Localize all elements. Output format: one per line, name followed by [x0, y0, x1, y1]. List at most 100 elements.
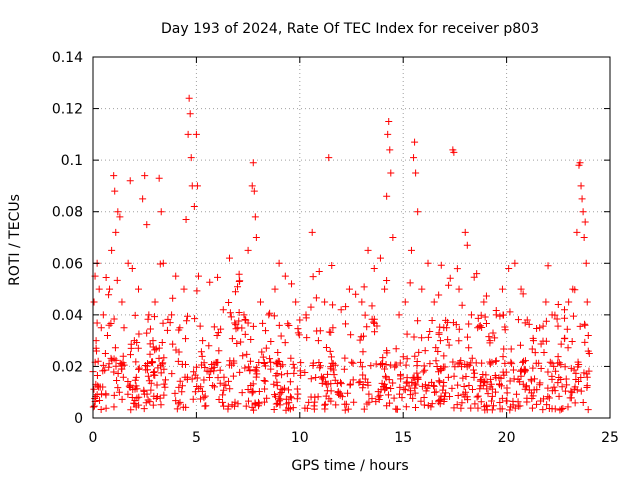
- data-point: [496, 405, 504, 413]
- data-point: [418, 382, 426, 390]
- data-point: [119, 373, 127, 381]
- data-point: [392, 405, 400, 413]
- x-tick-label: 15: [394, 430, 412, 446]
- data-point: [581, 320, 589, 328]
- data-point: [503, 397, 511, 405]
- data-point: [435, 377, 443, 385]
- data-point: [292, 298, 300, 306]
- data-point: [272, 372, 280, 380]
- data-point: [479, 371, 487, 379]
- data-point: [180, 285, 188, 293]
- data-point: [539, 337, 547, 345]
- data-point: [407, 246, 415, 254]
- data-point: [156, 260, 164, 268]
- data-point: [199, 337, 207, 345]
- data-point: [550, 362, 558, 370]
- data-point: [202, 402, 210, 410]
- data-point: [381, 365, 389, 373]
- data-point: [421, 366, 429, 374]
- data-point: [378, 360, 386, 368]
- data-point: [474, 314, 482, 322]
- data-point: [483, 385, 491, 393]
- data-point: [520, 365, 528, 373]
- data-point: [346, 381, 354, 389]
- data-point: [569, 312, 577, 320]
- data-point: [143, 329, 151, 337]
- data-point: [198, 352, 206, 360]
- data-point: [241, 364, 249, 372]
- data-point: [146, 325, 154, 333]
- data-point: [243, 350, 251, 358]
- data-point: [160, 391, 168, 399]
- data-point: [175, 383, 183, 391]
- data-point: [280, 384, 288, 392]
- data-point: [176, 398, 184, 406]
- data-point: [229, 372, 237, 380]
- data-point: [465, 381, 473, 389]
- data-point: [233, 340, 241, 348]
- data-point: [517, 366, 525, 374]
- data-point: [430, 298, 438, 306]
- data-point: [113, 376, 121, 384]
- data-point: [93, 372, 101, 380]
- data-point: [363, 400, 371, 408]
- data-point: [485, 333, 493, 341]
- data-point: [363, 323, 371, 331]
- data-point: [411, 138, 419, 146]
- data-point: [463, 333, 471, 341]
- data-point: [554, 353, 562, 361]
- data-point: [216, 379, 224, 387]
- data-point: [385, 117, 393, 125]
- data-point: [146, 350, 154, 358]
- data-point: [359, 381, 367, 389]
- grid: [93, 57, 610, 418]
- data-point: [274, 348, 282, 356]
- data-point: [371, 328, 379, 336]
- data-point: [336, 378, 344, 386]
- data-point: [257, 298, 265, 306]
- data-point: [453, 401, 461, 409]
- data-point: [342, 320, 350, 328]
- data-point: [113, 276, 121, 284]
- y-tick-label: 0.12: [52, 102, 83, 118]
- data-point: [293, 385, 301, 393]
- data-point: [162, 376, 170, 384]
- data-point: [153, 381, 161, 389]
- data-point: [496, 312, 504, 320]
- data-point: [235, 270, 243, 278]
- data-point: [554, 359, 562, 367]
- data-point: [349, 376, 357, 384]
- data-point: [436, 396, 444, 404]
- data-point: [508, 360, 516, 368]
- data-point: [446, 274, 454, 282]
- data-point: [414, 373, 422, 381]
- data-point: [533, 325, 541, 333]
- plot-frame: [92, 56, 611, 419]
- data-point: [228, 401, 236, 409]
- x-axis-label: GPS time / hours: [291, 458, 408, 474]
- data-point: [477, 398, 485, 406]
- data-point: [462, 388, 470, 396]
- data-point: [312, 373, 320, 381]
- data-point: [329, 324, 337, 332]
- data-point: [412, 381, 420, 389]
- data-point: [544, 384, 552, 392]
- data-point: [455, 325, 463, 333]
- data-point: [279, 361, 287, 369]
- data-point: [242, 402, 250, 410]
- data-point: [572, 369, 580, 377]
- data-point: [230, 359, 238, 367]
- data-point: [548, 311, 556, 319]
- y-tick-labels: 0 0.02 0.04 0.06 0.08 0.1 0.12 0.14: [52, 50, 83, 427]
- data-point: [262, 327, 270, 335]
- data-point: [172, 346, 180, 354]
- data-point: [220, 386, 228, 394]
- data-point: [307, 375, 315, 383]
- data-point: [159, 359, 167, 367]
- data-point: [330, 371, 338, 379]
- data-point: [436, 323, 444, 331]
- data-point: [267, 358, 275, 366]
- data-point: [556, 406, 564, 414]
- data-point: [159, 259, 167, 267]
- data-point: [196, 322, 204, 330]
